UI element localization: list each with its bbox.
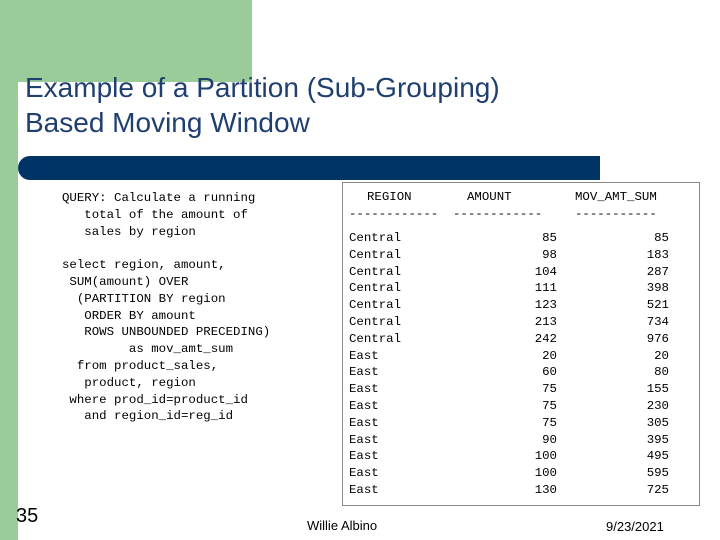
query-line: sales by region (62, 224, 196, 239)
query-line: (PARTITION BY region (62, 291, 226, 306)
cell-amount: 75 (542, 399, 557, 413)
query-line: as mov_amt_sum (62, 342, 234, 357)
cell-mov-amt-sum: 734 (646, 315, 669, 329)
cell-amount: 20 (542, 348, 557, 363)
cell-region: Central (349, 281, 402, 296)
cell-region: East (349, 382, 379, 397)
cell-mov-amt-sum: 305 (646, 415, 669, 430)
cell-mov-amt-sum: 595 (646, 466, 669, 481)
query-line: ORDER BY amount (62, 308, 196, 323)
cell-region: East (349, 432, 379, 447)
cell-mov-amt-sum: 398 (646, 281, 669, 296)
cell-amount: 100 (534, 449, 557, 464)
cell-mov-amt-sum: 287 (646, 264, 669, 279)
cell-region: East (349, 348, 379, 363)
query-line: product, region (62, 375, 196, 390)
cell-mov-amt-sum: 725 (646, 483, 669, 497)
table-row: East 100 595 (343, 465, 699, 482)
cell-mov-amt-sum: 521 (646, 298, 669, 313)
cell-amount: 75 (542, 382, 557, 397)
slide-number: 35 (16, 505, 39, 527)
query-line: select region, amount, (62, 258, 226, 273)
cell-region: East (349, 365, 379, 380)
cell-region: Central (349, 298, 402, 313)
table-row: East 130 725 (343, 482, 699, 499)
cell-amount: 111 (534, 281, 557, 296)
cell-mov-amt-sum: 183 (646, 247, 669, 262)
table-row: East 75 155 (343, 381, 699, 398)
cell-region: East (349, 399, 379, 413)
table-row: Central 104 287 (343, 264, 699, 281)
table-row: Central 213 734 (343, 314, 699, 331)
slide-title-line-2: Based Moving Window (25, 107, 310, 138)
table-row: East 75 230 (343, 398, 699, 415)
header-amount: AMOUNT (467, 190, 512, 204)
slide-title: Example of a Partition (Sub-Grouping) Ba… (25, 70, 705, 140)
cell-region: Central (349, 315, 402, 329)
table-row: Central 242 976 (343, 331, 699, 348)
cell-mov-amt-sum: 976 (646, 331, 669, 346)
query-line (62, 240, 322, 257)
cell-amount: 98 (542, 247, 557, 262)
cell-region: East (349, 449, 379, 464)
query-line: SUM(amount) OVER (62, 274, 189, 289)
header-region: REGION (367, 190, 412, 204)
cell-amount: 60 (542, 365, 557, 380)
cell-amount: 75 (542, 415, 557, 430)
table-row: East 20 20 (343, 348, 699, 365)
title-underline-bar (18, 156, 600, 180)
table-row: East 90 395 (343, 432, 699, 449)
cell-region: Central (349, 331, 402, 346)
cell-amount: 242 (534, 331, 557, 346)
table-row: Central 111 398 (343, 280, 699, 297)
table-row: Central 123 521 (343, 297, 699, 314)
cell-mov-amt-sum: 155 (646, 382, 669, 397)
cell-mov-amt-sum: 395 (646, 432, 669, 447)
cell-region: Central (349, 247, 402, 262)
sql-query-block: QUERY: Calculate a running total of the … (62, 190, 322, 425)
cell-region: East (349, 483, 379, 497)
cell-mov-amt-sum: 80 (654, 365, 669, 380)
cell-mov-amt-sum: 495 (646, 449, 669, 464)
slide-title-line-1: Example of a Partition (Sub-Grouping) (25, 72, 500, 103)
query-line: and region_id=reg_id (62, 409, 234, 424)
cell-amount: 104 (534, 264, 557, 279)
cell-mov-amt-sum: 20 (654, 348, 669, 363)
cell-region: Central (349, 264, 402, 279)
cell-region: East (349, 466, 379, 481)
query-line: from product_sales, (62, 358, 219, 373)
query-result-table: REGION AMOUNT MOV_AMT_SUM ------------ -… (342, 182, 700, 506)
result-separator-row: ------------ ------------ ----------- (343, 206, 699, 223)
table-row: Central 98 183 (343, 247, 699, 264)
table-row: East 75 305 (343, 415, 699, 432)
cell-amount: 123 (534, 298, 557, 313)
cell-amount: 85 (542, 231, 557, 245)
query-line: where prod_id=product_id (62, 392, 248, 407)
cell-region: Central (349, 231, 402, 245)
query-line: QUERY: Calculate a running (62, 191, 256, 205)
cell-amount: 100 (534, 466, 557, 481)
cell-mov-amt-sum: 230 (646, 399, 669, 413)
footer-date: 9/23/2021 (606, 519, 664, 534)
cell-amount: 130 (534, 483, 557, 497)
cell-amount: 213 (534, 315, 557, 329)
decorative-green-block-top (0, 0, 252, 82)
cell-amount: 90 (542, 432, 557, 447)
result-header-row: REGION AMOUNT MOV_AMT_SUM (343, 189, 699, 206)
query-line: ROWS UNBOUNDED PRECEDING) (62, 325, 271, 340)
cell-region: East (349, 415, 379, 430)
separator-amount: ------------ (453, 207, 543, 221)
query-line: total of the amount of (62, 207, 248, 222)
separator-region: ------------ (349, 207, 439, 221)
cell-mov-amt-sum: 85 (654, 231, 669, 245)
footer-author: Willie Albino (307, 518, 378, 533)
table-row: Central 85 85 (343, 230, 699, 247)
table-row: East 60 80 (343, 364, 699, 381)
table-row: East 100 495 (343, 448, 699, 465)
separator-mov-amt-sum: ----------- (575, 207, 657, 221)
header-mov-amt-sum: MOV_AMT_SUM (575, 190, 657, 204)
